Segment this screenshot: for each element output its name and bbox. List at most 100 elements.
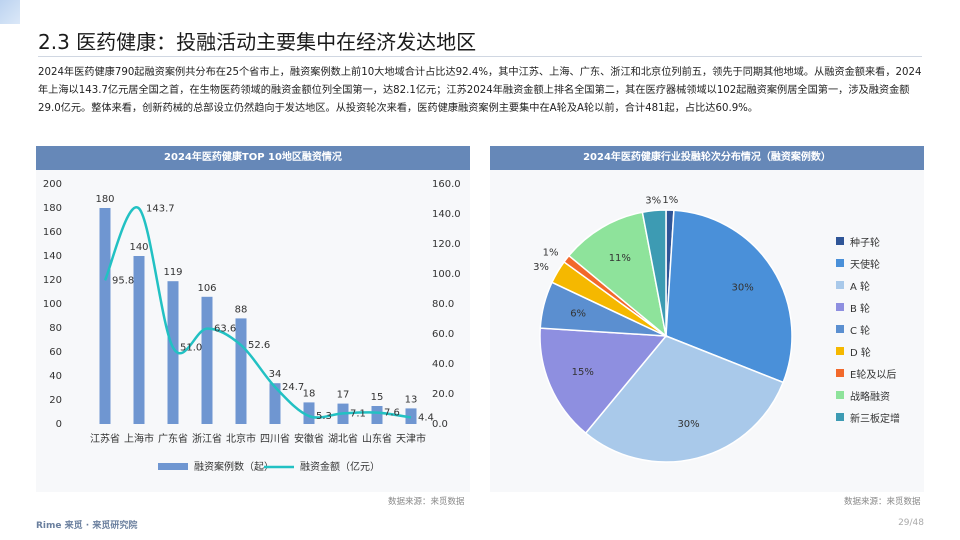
line-data-label: 143.7 bbox=[146, 203, 175, 214]
y-tick-label: 160 bbox=[43, 227, 62, 238]
x-tick-label: 广东省 bbox=[158, 432, 188, 445]
pie-slice bbox=[567, 211, 668, 338]
y-tick-label: 20 bbox=[49, 395, 62, 406]
y2-tick-label: 60.0 bbox=[432, 329, 454, 340]
pie-legend-item: 种子轮 bbox=[836, 230, 900, 252]
y-tick-label: 200 bbox=[43, 179, 62, 190]
y-tick-label: 80 bbox=[49, 323, 62, 334]
pie-legend-item: 天使轮 bbox=[836, 252, 900, 274]
source-left: 数据来源：来觅数据 bbox=[388, 497, 465, 507]
source-right: 数据来源：来觅数据 bbox=[844, 497, 921, 507]
legend-label: B 轮 bbox=[850, 303, 871, 315]
bar-data-label: 140 bbox=[129, 242, 148, 253]
x-tick-label: 四川省 bbox=[260, 432, 290, 445]
pie-slice bbox=[641, 209, 667, 337]
bar bbox=[269, 383, 281, 424]
x-tick-label: 北京市 bbox=[226, 432, 256, 445]
legend-label: 种子轮 bbox=[850, 237, 880, 249]
y2-tick-label: 120.0 bbox=[432, 239, 461, 250]
bar-chart-title: 2024年医药健康TOP 10地区融资情况 bbox=[36, 146, 470, 170]
x-tick-label: 天津市 bbox=[396, 432, 426, 445]
y2-tick-label: 100.0 bbox=[432, 269, 461, 280]
pie-legend-item: D 轮 bbox=[836, 340, 900, 362]
x-tick-label: 上海市 bbox=[124, 432, 154, 445]
pie-slice bbox=[665, 209, 793, 384]
pie-value-label: 1% bbox=[662, 195, 678, 206]
bar bbox=[167, 281, 179, 424]
round-distribution-panel: 2024年医药健康行业投融轮次分布情况（融资案例数） 1% 30% 30% 15% 6%… bbox=[490, 146, 924, 492]
amount-line bbox=[103, 206, 412, 419]
title-divider bbox=[38, 56, 922, 57]
legend-swatch bbox=[836, 303, 844, 311]
y2-tick-label: 0.0 bbox=[432, 419, 448, 430]
pie-chart: 1%30%30%15%6%3%1% 11%3% bbox=[533, 195, 793, 463]
legend-swatch bbox=[836, 347, 844, 355]
slide-title: 2.3 医药健康：投融活动主要集中在经济发达地区 bbox=[38, 30, 477, 54]
legend-label: 新三板定增 bbox=[850, 413, 900, 425]
y-tick-label: 0 bbox=[56, 419, 62, 430]
x-tick-label: 安徽省 bbox=[294, 432, 324, 445]
pie-legend-item: A 轮 bbox=[836, 274, 900, 296]
legend-label: 天使轮 bbox=[850, 259, 880, 271]
legend-label: C 轮 bbox=[850, 325, 871, 337]
legend-swatch bbox=[836, 281, 844, 289]
y2-tick-label: 160.0 bbox=[432, 179, 461, 190]
y-tick-label: 60 bbox=[49, 347, 62, 358]
legend-swatch bbox=[836, 391, 844, 399]
legend-swatch bbox=[836, 413, 844, 421]
legend-bar-label: 融资案例数（起） bbox=[194, 460, 274, 473]
bar-data-label: 106 bbox=[197, 283, 216, 294]
pie-value-label: 30% bbox=[731, 282, 753, 293]
x-tick-label: 山东省 bbox=[362, 432, 392, 445]
pie-legend-item: C 轮 bbox=[836, 318, 900, 340]
bar-data-label: 34 bbox=[269, 369, 282, 380]
pie-legend-item: E轮及以后 bbox=[836, 362, 900, 384]
bar-data-label: 88 bbox=[235, 304, 248, 315]
pie-value-label: 30% bbox=[677, 419, 699, 430]
y-tick-label: 100 bbox=[43, 299, 62, 310]
bar bbox=[371, 406, 383, 424]
y-tick-label: 40 bbox=[49, 371, 62, 382]
legend-swatch bbox=[836, 325, 844, 333]
bar bbox=[235, 318, 247, 424]
legend-label: E轮及以后 bbox=[850, 369, 897, 381]
legend-swatch bbox=[836, 259, 844, 267]
legend-swatch bbox=[836, 237, 844, 245]
combo-chart: 0 20 40 60 80 100 120 140 160 180 200 0.0 20.0 40.0 60… bbox=[43, 179, 461, 473]
bar-data-label: 17 bbox=[337, 390, 350, 401]
corner-accent bbox=[0, 0, 20, 24]
pie-legend-item: B 轮 bbox=[836, 296, 900, 318]
pie-value-label: 6% bbox=[570, 308, 586, 319]
pie-slice bbox=[584, 335, 785, 463]
pie-slice bbox=[539, 327, 668, 435]
x-tick-label: 湖北省 bbox=[328, 432, 358, 445]
summary-paragraph: 2024年医药健康790起融资案例共分布在25个省市上，融资案例数上前10大地域… bbox=[38, 67, 922, 114]
y-tick-label: 120 bbox=[43, 275, 62, 286]
pie-chart-title: 2024年医药健康行业投融轮次分布情况（融资案例数） bbox=[490, 146, 924, 170]
legend-swatch bbox=[836, 369, 844, 377]
line-data-label: 4.4 bbox=[418, 412, 434, 423]
x-tick-label: 浙江省 bbox=[192, 432, 222, 445]
line-data-label: 7.6 bbox=[384, 408, 400, 419]
bar bbox=[201, 296, 213, 424]
pie-legend-item: 战略融资 bbox=[836, 384, 900, 406]
footer-logo: Rime 来觅 · 来觅研究院 bbox=[36, 521, 138, 531]
legend-label: 战略融资 bbox=[850, 391, 890, 403]
page-number: 29/48 bbox=[898, 518, 924, 528]
line-data-label: 51.0 bbox=[180, 343, 202, 354]
pie-legend: 种子轮天使轮 A 轮 B 轮 C 轮 D 轮 E轮及以后战略融资新三板定增 bbox=[836, 230, 900, 428]
bar-data-label: 180 bbox=[95, 194, 114, 205]
y2-tick-label: 40.0 bbox=[432, 359, 454, 370]
y-tick-label: 180 bbox=[43, 203, 62, 214]
pie-value-label: 15% bbox=[572, 367, 594, 378]
line-data-label: 7.1 bbox=[350, 408, 366, 419]
line-data-label: 95.8 bbox=[112, 275, 134, 286]
legend-bar-swatch bbox=[158, 463, 188, 470]
bar-data-label: 13 bbox=[405, 394, 418, 405]
line-data-label: 5.3 bbox=[316, 411, 332, 422]
line-data-label: 63.6 bbox=[214, 324, 236, 335]
x-tick-label: 江苏省 bbox=[90, 432, 120, 445]
bar-data-label: 15 bbox=[371, 392, 384, 403]
pie-legend-item: 新三板定增 bbox=[836, 406, 900, 428]
y2-tick-label: 140.0 bbox=[432, 209, 461, 220]
